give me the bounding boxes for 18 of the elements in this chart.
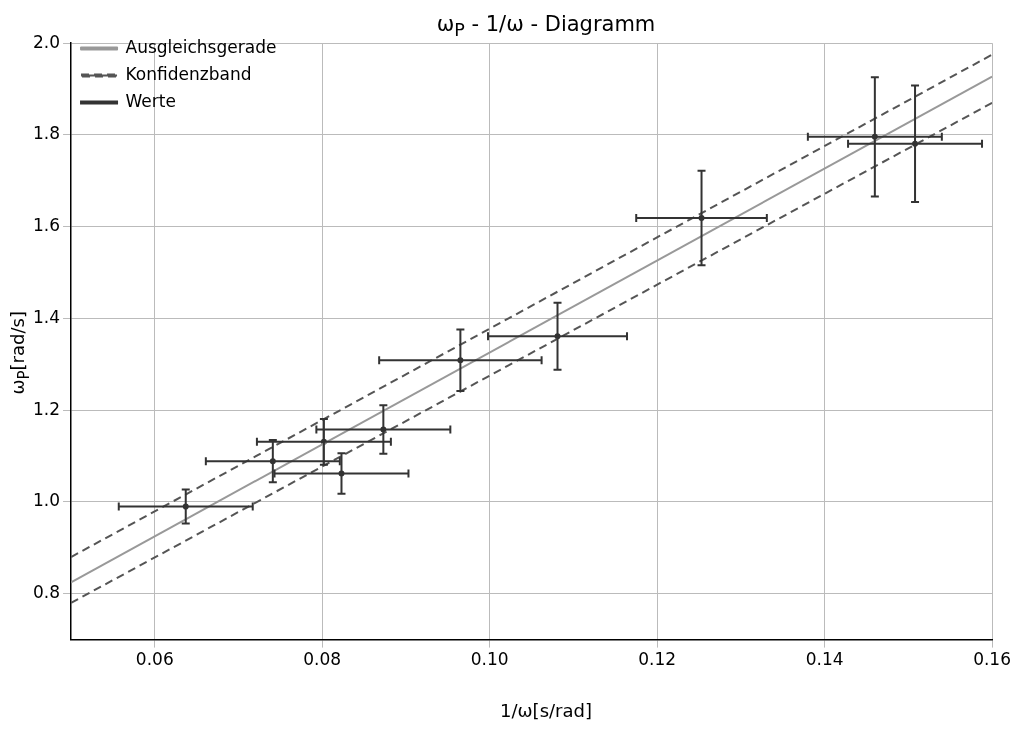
legend-label: Konfidenzband (125, 63, 252, 84)
y-tick-label: 1.8 (32, 123, 61, 144)
x-tick-label: 0.14 (805, 649, 844, 670)
chart-title: ω$_{P}$ - 1/ω - Diagramm (436, 12, 656, 41)
y-tick-label: 1.4 (32, 306, 61, 327)
x-tick-label: 0.08 (303, 649, 342, 670)
x-tick-label: 0.16 (973, 649, 1011, 670)
x-tick-label: 0.06 (135, 649, 174, 670)
legend-label: Ausgleichsgerade (125, 36, 277, 57)
y-tick-label: 1.2 (32, 398, 61, 419)
y-tick-label: 2.0 (32, 31, 61, 52)
y-tick-label: 0.8 (32, 582, 61, 603)
x-tick-label: 0.10 (470, 649, 509, 670)
x-axis-title: 1/ω[s/rad] (499, 700, 593, 721)
x-tick-label: 0.12 (638, 649, 677, 670)
y-tick-label: 1.0 (32, 490, 61, 511)
y-tick-label: 1.6 (32, 215, 61, 236)
legend-label: Werte (125, 90, 176, 111)
